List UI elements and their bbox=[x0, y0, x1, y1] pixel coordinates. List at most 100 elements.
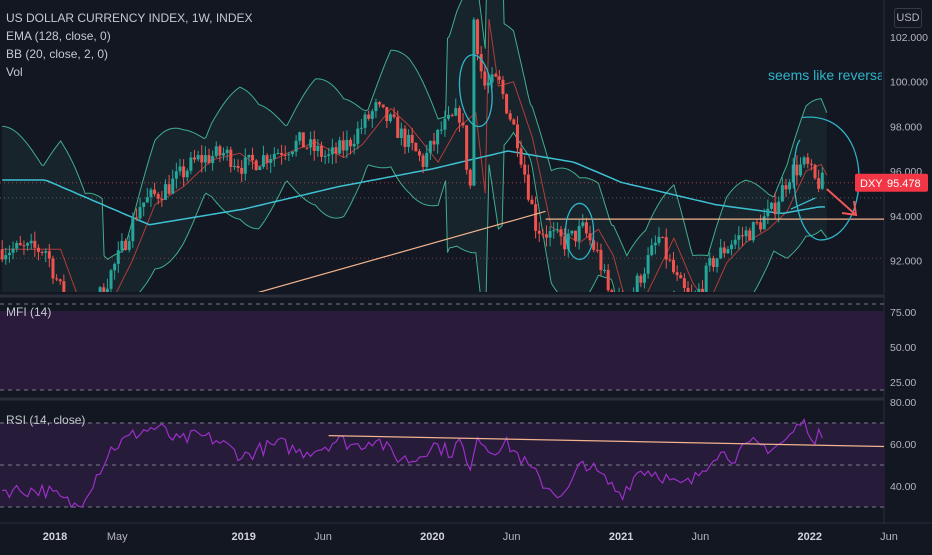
candle-body bbox=[359, 127, 363, 129]
candle-body bbox=[149, 189, 153, 198]
bollinger-upper bbox=[2, 0, 828, 260]
candle-body bbox=[802, 157, 806, 165]
candle-body bbox=[530, 199, 534, 205]
candle-body bbox=[537, 230, 541, 234]
candle-body bbox=[269, 159, 273, 163]
candle-body bbox=[4, 255, 8, 260]
candle-body bbox=[283, 154, 287, 156]
candle-body bbox=[247, 154, 251, 158]
currency-button[interactable]: USD bbox=[894, 8, 922, 28]
candle-body bbox=[570, 230, 574, 234]
candle-body bbox=[606, 269, 610, 291]
mfi-tick-label: 25.00 bbox=[890, 377, 916, 389]
candle-body bbox=[457, 108, 461, 123]
candle-body bbox=[486, 82, 490, 86]
candle-body bbox=[301, 132, 305, 148]
candle-body bbox=[428, 140, 432, 153]
candle-body bbox=[88, 302, 91, 312]
candle-body bbox=[316, 145, 320, 152]
price-tick-label: 100.000 bbox=[890, 77, 928, 89]
candle-body bbox=[454, 108, 458, 116]
candle-body bbox=[414, 143, 418, 152]
candle-body bbox=[330, 147, 334, 155]
time-axis-label: Jun bbox=[691, 531, 709, 543]
candle-body bbox=[207, 155, 211, 164]
candle-body bbox=[555, 229, 559, 231]
bollinger-basis bbox=[2, 19, 828, 292]
rsi-trendline bbox=[328, 435, 884, 448]
candle-body bbox=[251, 154, 255, 161]
candle-body bbox=[66, 302, 69, 308]
candle-body bbox=[523, 164, 527, 175]
candle-body bbox=[261, 155, 265, 167]
candle-body bbox=[272, 153, 276, 160]
chart-annotation-text[interactable]: seems like reversal p bbox=[768, 67, 882, 83]
mfi-tick-label: 75.00 bbox=[890, 307, 916, 319]
candle-body bbox=[588, 233, 592, 241]
candle-body bbox=[254, 160, 258, 171]
candle-body bbox=[290, 151, 294, 155]
highlight-ellipse bbox=[793, 116, 860, 241]
candle-body bbox=[338, 140, 342, 154]
candle-body bbox=[635, 275, 639, 292]
candle-body bbox=[650, 245, 654, 256]
trendline bbox=[257, 210, 546, 292]
indicator-ema-label[interactable]: EMA (128, close, 0) bbox=[6, 29, 111, 43]
candle-body bbox=[777, 201, 781, 215]
highlight-ellipse bbox=[564, 202, 595, 261]
candle-body bbox=[305, 147, 309, 149]
candle-body bbox=[113, 263, 117, 271]
mfi-tick-label: 50.00 bbox=[890, 342, 916, 354]
candle-body bbox=[378, 102, 382, 105]
small-trendline bbox=[790, 197, 816, 210]
candle-body bbox=[407, 134, 411, 147]
candle-body bbox=[58, 279, 62, 282]
candle-body bbox=[563, 236, 567, 250]
highlight-ellipse bbox=[458, 54, 493, 128]
indicator-bb-label[interactable]: BB (20, close, 2, 0) bbox=[6, 47, 109, 61]
price-tick-label: 92.000 bbox=[890, 256, 922, 268]
candle-body bbox=[349, 139, 353, 147]
candle-body bbox=[323, 155, 327, 157]
candle-body bbox=[806, 157, 810, 164]
candle-body bbox=[544, 234, 548, 238]
candle-body bbox=[439, 129, 443, 131]
candle-body bbox=[784, 185, 788, 190]
candle-body bbox=[686, 288, 690, 292]
candle-body bbox=[668, 259, 672, 261]
candle-body bbox=[737, 235, 741, 240]
candle-body bbox=[632, 291, 636, 292]
indicator-vol-label[interactable]: Vol bbox=[6, 65, 23, 79]
candle-body bbox=[722, 247, 726, 254]
candle-body bbox=[236, 166, 240, 168]
candle-body bbox=[813, 164, 817, 179]
time-axis-label: 2020 bbox=[420, 531, 444, 543]
candle-body bbox=[614, 304, 617, 311]
last-price-tag[interactable]: DXY 95.478 bbox=[855, 173, 928, 192]
candle-body bbox=[214, 146, 218, 157]
candle-body bbox=[661, 236, 665, 238]
time-axis-label: 2019 bbox=[231, 531, 255, 543]
candle-body bbox=[421, 155, 425, 167]
candle-body bbox=[218, 146, 222, 156]
candle-body bbox=[98, 287, 102, 292]
candle-body bbox=[320, 145, 324, 157]
price-tag-symbol: DXY bbox=[860, 178, 883, 190]
candle-body bbox=[84, 306, 87, 312]
candle-body bbox=[584, 222, 588, 234]
rsi-panel-title[interactable]: RSI (14, close) bbox=[6, 413, 86, 427]
candle-body bbox=[62, 281, 66, 292]
candle-body bbox=[189, 157, 193, 171]
mfi-band-fill bbox=[0, 311, 884, 390]
candle-body bbox=[515, 124, 519, 149]
candle-body bbox=[592, 240, 596, 250]
candle-body bbox=[490, 74, 494, 83]
bollinger-lower bbox=[139, 131, 828, 292]
candle-body bbox=[642, 273, 646, 283]
candle-body bbox=[762, 216, 766, 230]
candle-body bbox=[403, 128, 407, 147]
candle-body bbox=[116, 250, 120, 264]
mfi-panel-title[interactable]: MFI (14) bbox=[6, 305, 52, 319]
